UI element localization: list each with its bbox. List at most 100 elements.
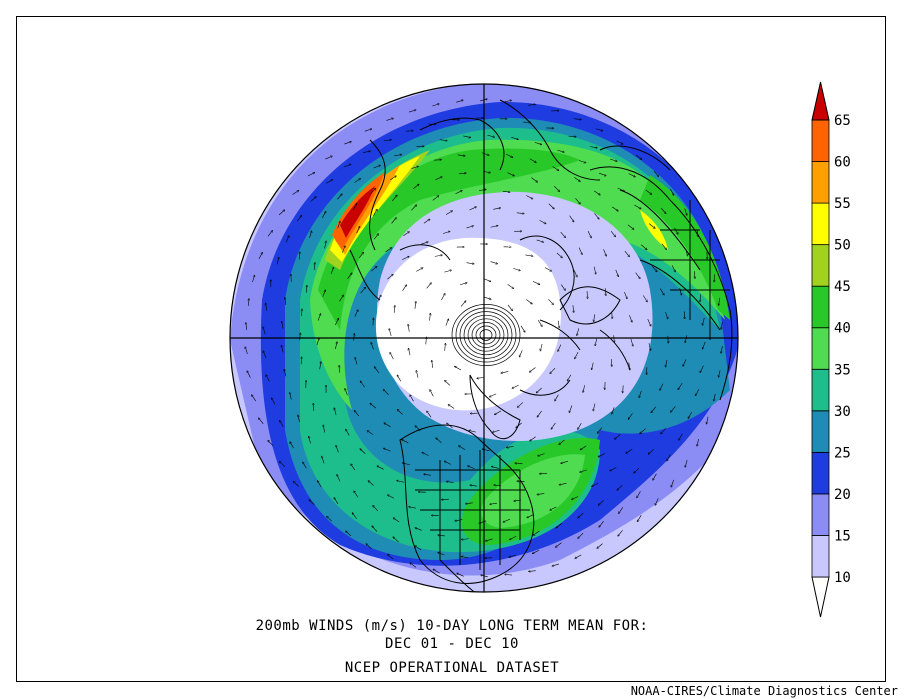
wind-vector-arrow — [624, 291, 627, 299]
wind-vector-arrow — [532, 281, 540, 284]
wind-vector-arrow — [610, 467, 617, 470]
colorbar-low-arrow — [811, 576, 830, 618]
wind-vector-arrow — [648, 448, 654, 454]
wind-vector-arrow — [595, 338, 598, 346]
colorbar-segment — [811, 119, 830, 162]
wind-vector-arrow — [558, 320, 559, 328]
wind-vector-arrow — [469, 430, 476, 433]
wind-vector-arrow — [703, 341, 706, 349]
wind-vector-arrow — [674, 227, 678, 234]
wind-vector-arrow — [679, 287, 682, 295]
wind-vector-arrow — [492, 467, 499, 469]
wind-vector-arrow — [578, 512, 584, 518]
wind-vector-arrow — [512, 384, 519, 388]
wind-vector-arrow — [597, 543, 603, 549]
wind-vector-arrow — [561, 460, 568, 463]
wind-vector-arrow — [301, 357, 302, 365]
wind-vector-arrow — [346, 531, 352, 537]
wind-vector-arrow — [388, 495, 395, 499]
wind-vector-arrow — [408, 110, 416, 113]
wind-vector-arrow — [441, 294, 445, 301]
wind-vector-arrow — [592, 362, 594, 370]
wind-vector-arrow — [447, 482, 454, 483]
wind-vector-arrow — [416, 268, 422, 272]
wind-vector-arrow — [402, 285, 407, 291]
colorbar-tick-label: 30 — [834, 404, 851, 420]
wind-vector-arrow — [412, 184, 419, 190]
wind-vector-arrow — [507, 446, 514, 447]
wind-vector-arrow — [267, 231, 272, 237]
wind-vector-arrow — [615, 434, 621, 439]
wind-vector-arrow — [377, 466, 384, 470]
wind-vector-arrow — [433, 569, 440, 574]
wind-vector-arrow — [326, 180, 332, 184]
wind-vector-arrow — [558, 344, 562, 352]
wind-vector-arrow — [572, 496, 579, 500]
wind-vector-arrow — [367, 431, 374, 436]
wind-vector-arrow — [307, 173, 315, 177]
caption-title: 200mb WINDS (m/s) 10-DAY LONG TERM MEAN … — [255, 618, 649, 634]
polar-vortex-swirl — [451, 304, 521, 366]
wind-vector-arrow — [578, 532, 584, 538]
wind-vector-arrow — [309, 436, 311, 444]
wind-vector-arrow — [280, 421, 284, 427]
wind-vector-arrow — [263, 351, 267, 358]
wind-vector-arrow — [594, 213, 599, 219]
wind-vector-arrow — [714, 274, 715, 281]
wind-vector-arrow — [416, 371, 419, 378]
wind-vector-arrow — [444, 270, 451, 273]
wind-vector-arrow — [651, 406, 656, 413]
colorbar-segment — [811, 535, 830, 578]
wind-vector-arrow — [592, 482, 599, 486]
wind-vector-arrow — [394, 306, 395, 313]
wind-vector-arrow — [282, 346, 284, 353]
wind-vector-arrow — [593, 266, 596, 274]
wind-vector-arrow — [580, 445, 587, 450]
wind-vector-arrow — [352, 204, 357, 211]
wind-vector-arrow — [559, 439, 565, 444]
wind-vector-arrow — [580, 469, 587, 472]
vortex-ring — [463, 314, 509, 356]
wind-vector-arrow — [483, 296, 491, 299]
wind-vector-arrow — [334, 498, 339, 505]
colorbar-tick-label: 25 — [834, 445, 851, 461]
wind-vector-arrow — [555, 394, 559, 401]
wind-vector-arrow — [573, 119, 581, 120]
wind-vector-arrow — [438, 552, 445, 556]
wind-vector-arrow — [531, 177, 537, 182]
wind-vector-arrow — [354, 411, 360, 417]
wind-vector-arrow — [569, 215, 574, 222]
wind-vector-arrow — [520, 325, 525, 332]
wind-vector-arrow — [548, 203, 554, 209]
wind-vector-arrow — [519, 350, 523, 356]
wind-vector-arrow — [578, 422, 582, 429]
vortex-ring — [467, 318, 505, 352]
wind-vector-arrow — [297, 216, 301, 222]
wind-vector-arrow — [335, 342, 337, 350]
wind-vector-arrow — [618, 530, 623, 536]
wind-vector-arrow — [455, 366, 462, 371]
wind-vector-arrow — [660, 207, 666, 213]
wind-vector-arrow — [619, 507, 624, 513]
wind-vector-arrow — [468, 466, 475, 470]
wind-vector-arrow — [411, 166, 419, 169]
wind-vector-arrow — [589, 146, 597, 147]
wind-vector-arrow — [344, 142, 351, 145]
wind-vector-arrow — [363, 151, 370, 154]
wind-vector-arrow — [700, 294, 701, 301]
wind-vector-arrow — [525, 254, 532, 256]
wind-vector-arrow — [373, 209, 377, 216]
wind-vector-arrow — [432, 196, 439, 201]
wind-vector-arrow — [438, 535, 446, 536]
wind-vector-arrow — [272, 398, 276, 405]
wind-vector-arrow — [354, 179, 361, 183]
wind-vector-arrow — [442, 499, 449, 500]
wind-vector-arrow — [548, 298, 553, 304]
wind-vector-arrow — [556, 522, 563, 528]
wind-vector-arrow — [383, 390, 389, 395]
wind-vector-arrow — [435, 177, 442, 180]
wind-vector-arrow — [540, 343, 543, 351]
colorbar-segment — [811, 451, 830, 495]
wind-vector-arrow — [276, 257, 278, 265]
wind-vector-arrow — [306, 286, 307, 293]
